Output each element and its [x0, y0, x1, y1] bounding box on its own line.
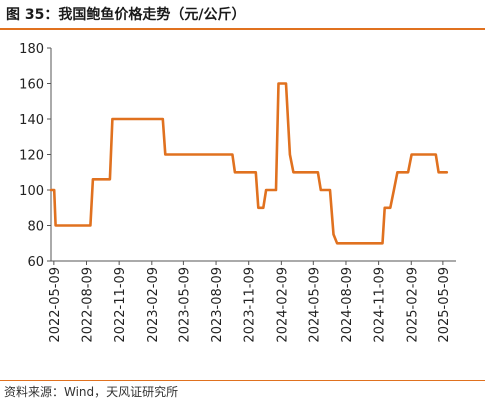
- x-tick-label: 2023-02-09: [146, 267, 161, 343]
- x-tick-label: 2024-02-09: [275, 267, 290, 343]
- x-tick-label: 2022-08-09: [80, 267, 95, 343]
- y-tick-label: 140: [19, 113, 44, 128]
- x-tick-label: 2024-08-09: [340, 267, 355, 343]
- x-tick-label: 2025-02-09: [405, 267, 420, 343]
- x-tick-label: 2024-11-09: [373, 267, 388, 343]
- title-rule: [0, 28, 485, 30]
- price-line-chart: 60 80 100 120 140 160 180 2022-05-09 2022-08-09…: [19, 42, 456, 343]
- bottom-rule: [0, 380, 485, 381]
- y-ticks: 60 80 100 120 140 160 180: [19, 42, 51, 270]
- y-tick-label: 180: [19, 42, 44, 57]
- y-tick-label: 100: [19, 184, 44, 199]
- figure-title: 图 35：我国鲍鱼价格走势（元/公斤）: [6, 7, 246, 23]
- y-tick-label: 160: [19, 78, 44, 93]
- x-ticks: 2022-05-09 2022-08-09 2022-11-09 2023-02-09…: [48, 261, 452, 343]
- y-tick-label: 120: [19, 149, 44, 164]
- y-tick-label: 60: [27, 255, 44, 270]
- series: [49, 82, 449, 245]
- x-tick-label: 2022-11-09: [113, 267, 128, 343]
- x-tick-label: 2025-05-09: [437, 267, 452, 343]
- x-tick-label: 2022-05-09: [48, 267, 63, 343]
- price-series-line: [49, 82, 449, 245]
- x-tick-label: 2023-11-09: [243, 267, 258, 343]
- x-tick-label: 2023-08-09: [210, 267, 225, 343]
- y-tick-label: 80: [27, 220, 44, 235]
- source-note: 资料来源：Wind，天风证研究所: [4, 385, 179, 399]
- x-tick-label: 2024-05-09: [307, 267, 322, 343]
- x-tick-label: 2023-05-09: [177, 267, 192, 343]
